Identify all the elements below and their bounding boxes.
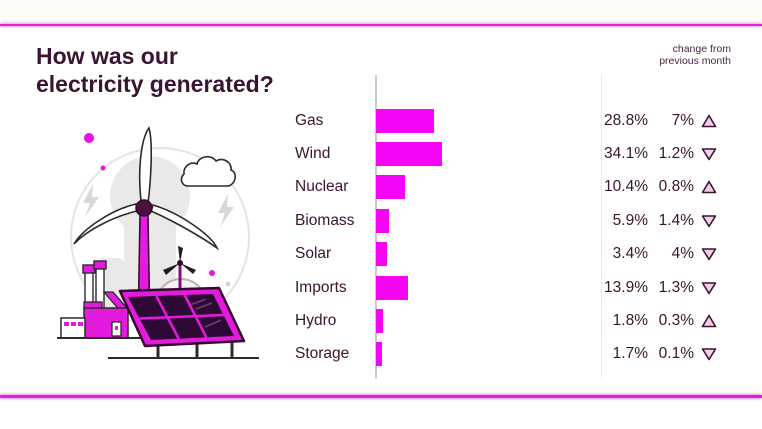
chart-row: Solar 3.4% 4%: [0, 238, 762, 271]
lightning-icon: [83, 184, 99, 217]
chart-row: Wind 34.1% 1.2%: [0, 137, 762, 170]
row-value: 10.4%: [604, 178, 648, 196]
row-change: 0.3%: [658, 312, 694, 330]
chart-row: Storage 1.7% 0.1%: [0, 338, 762, 371]
dot-icon: [84, 133, 94, 143]
row-trend: [700, 347, 718, 362]
row-bar: [376, 208, 389, 233]
change-column-header-line2: previous month: [659, 54, 731, 67]
row-trend: [700, 180, 718, 195]
chart-row: Gas 28.8% 7%: [0, 104, 762, 137]
row-label: Storage: [295, 345, 350, 363]
row-value: 5.9%: [612, 211, 648, 229]
trend-up-icon: [701, 114, 717, 127]
dot-icon: [100, 165, 106, 171]
row-trend: [700, 113, 718, 128]
change-column-header-line1: change from: [672, 43, 731, 55]
trend-down-icon: [701, 148, 717, 161]
dotted-separator-line: [601, 75, 602, 378]
trend-down-icon: [701, 281, 717, 294]
bottom-divider-line: [0, 395, 762, 398]
page-title-line2: electricity generated?: [36, 71, 274, 97]
row-value: 1.8%: [612, 312, 648, 330]
row-change: 1.3%: [658, 278, 694, 296]
cloud-icon: [180, 155, 237, 187]
row-value: 28.8%: [604, 111, 648, 129]
row-bar: [376, 108, 434, 133]
row-value: 34.1%: [604, 145, 648, 163]
row-bar: [376, 142, 442, 167]
row-change: 0.8%: [658, 178, 694, 196]
chart-row: Imports 13.9% 1.3%: [0, 271, 762, 304]
lightning-icon: [218, 194, 234, 227]
dot-icon: [225, 281, 231, 287]
change-column-header: change from previous month: [659, 43, 731, 67]
row-label: Solar: [295, 245, 332, 263]
top-divider-line: [0, 24, 762, 26]
row-label: Gas: [295, 111, 324, 129]
row-trend: [700, 314, 718, 329]
row-label: Hydro: [295, 312, 337, 330]
chart-row: Hydro 1.8% 0.3%: [0, 304, 762, 337]
row-label: Nuclear: [295, 178, 349, 196]
row-bar: [376, 175, 405, 200]
page-title-line1: How was our: [36, 43, 178, 69]
small-wind-turbine-icon: [163, 246, 196, 304]
factory-icon: [57, 260, 162, 339]
row-value: 13.9%: [604, 278, 648, 296]
trend-down-icon: [701, 248, 717, 261]
row-bar: [376, 342, 382, 367]
trend-up-icon: [701, 181, 717, 194]
row-change: 7%: [671, 111, 694, 129]
row-trend: [700, 147, 718, 162]
bar-axis-line: [375, 75, 377, 378]
row-label: Imports: [295, 278, 347, 296]
row-value: 1.7%: [612, 345, 648, 363]
trend-down-icon: [701, 215, 717, 228]
row-trend: [700, 280, 718, 295]
chart-row: Biomass 5.9% 1.4%: [0, 204, 762, 237]
row-label: Biomass: [295, 211, 355, 229]
dot-icon: [209, 270, 215, 276]
row-change: 1.2%: [658, 145, 694, 163]
row-trend: [700, 213, 718, 228]
solar-panel-icon: [108, 286, 259, 359]
energy-illustration: [57, 126, 259, 359]
page-title: How was our electricity generated?: [36, 42, 274, 98]
chart-row: Nuclear 10.4% 0.8%: [0, 171, 762, 204]
row-change: 4%: [671, 245, 694, 263]
row-change: 1.4%: [658, 211, 694, 229]
row-change: 0.1%: [658, 345, 694, 363]
chart-rows: Gas 28.8% 7% Wind 34.1% 1.2% Nuclear: [0, 104, 762, 371]
row-bar: [376, 242, 387, 267]
row-value: 3.4%: [612, 245, 648, 263]
top-margin-strip: [0, 0, 762, 24]
row-trend: [700, 247, 718, 262]
row-bar: [376, 275, 408, 300]
trend-up-icon: [701, 314, 717, 328]
row-bar: [376, 309, 383, 334]
row-label: Wind: [295, 145, 331, 163]
trend-down-icon: [701, 348, 717, 361]
